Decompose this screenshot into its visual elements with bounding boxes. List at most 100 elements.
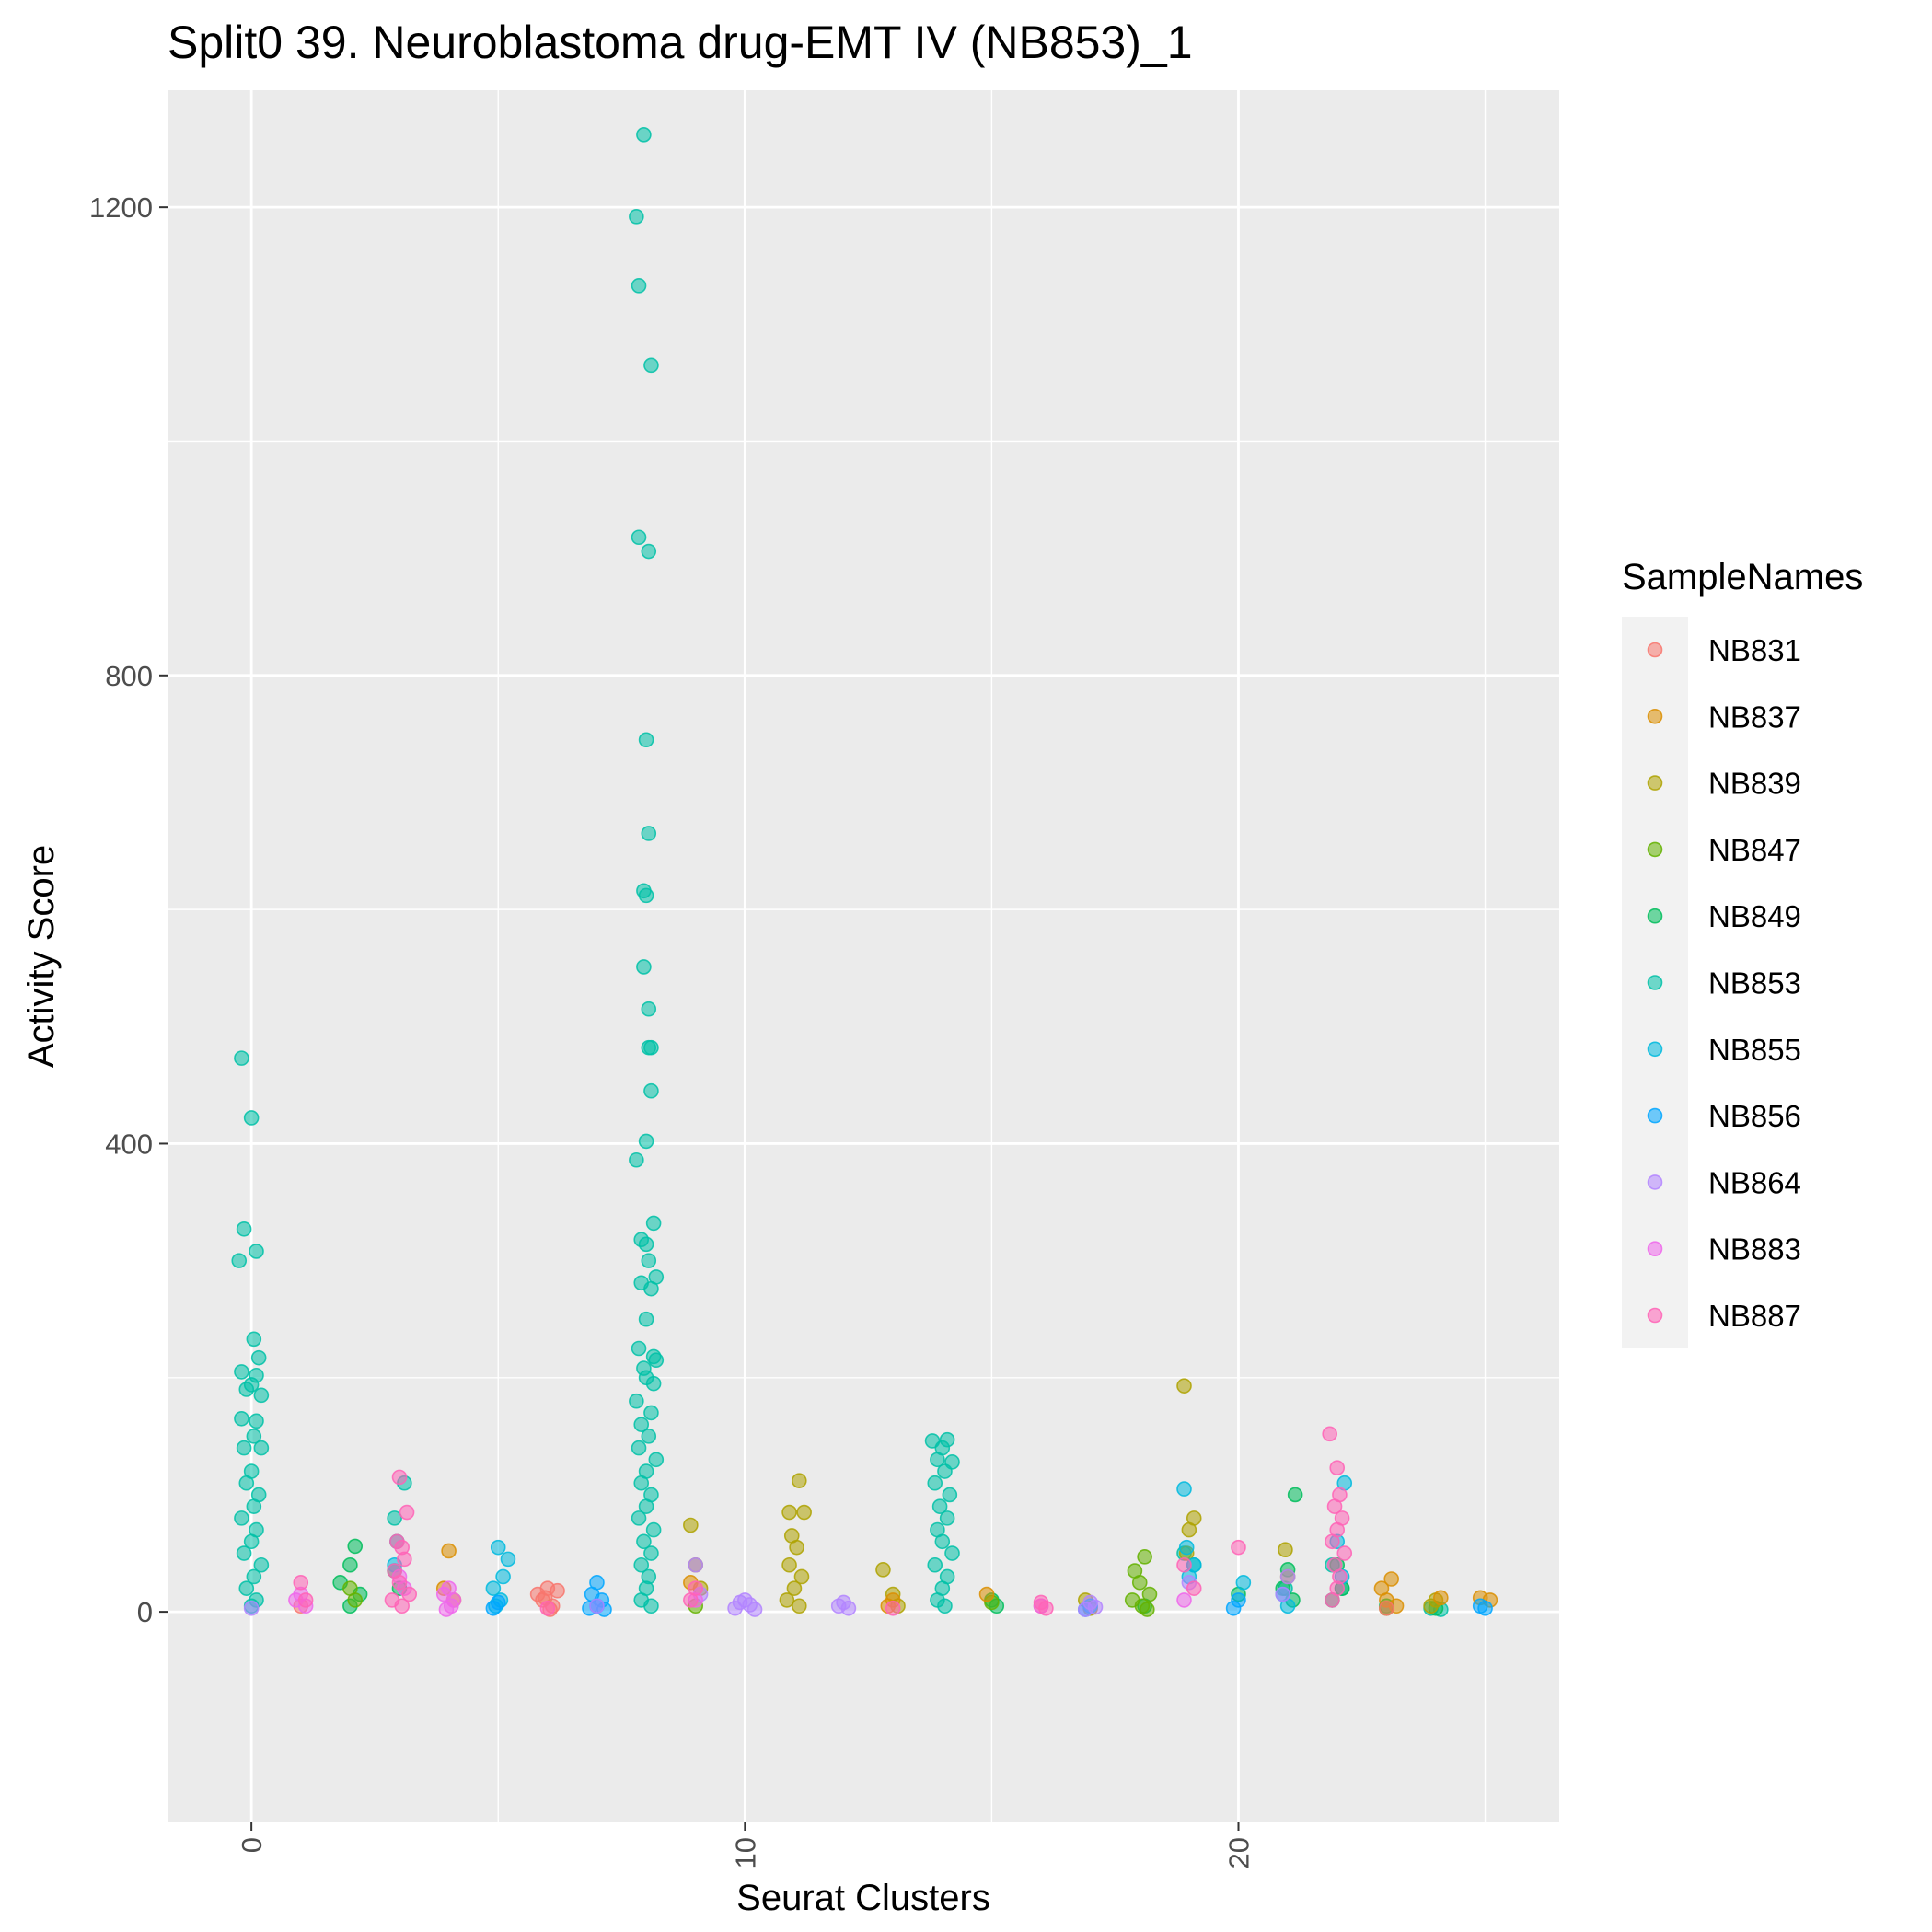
data-point [246, 1429, 262, 1444]
data-point [236, 1221, 252, 1237]
data-point [438, 1602, 455, 1617]
legend-key [1647, 1241, 1663, 1256]
legend-label: NB837 [1708, 700, 1801, 734]
data-point [645, 1521, 662, 1538]
data-point [786, 1580, 803, 1596]
y-axis-title: Activity Score [21, 845, 62, 1068]
legend-label: NB856 [1708, 1099, 1801, 1133]
data-point [1077, 1602, 1093, 1617]
data-point [1433, 1590, 1449, 1606]
data-point [937, 1463, 953, 1479]
data-point [1137, 1549, 1152, 1565]
data-point [1472, 1598, 1488, 1614]
data-point [1322, 1426, 1337, 1442]
legend-key [1647, 642, 1663, 658]
data-point [249, 1244, 264, 1259]
data-point [631, 1440, 647, 1456]
data-point [1186, 1580, 1202, 1596]
data-points [231, 127, 1498, 1617]
data-point [937, 1598, 953, 1614]
data-point [1225, 1600, 1242, 1616]
data-point [978, 1586, 995, 1602]
data-point [796, 1504, 812, 1521]
data-point [347, 1538, 364, 1555]
data-point [840, 1600, 857, 1616]
data-point [629, 1151, 644, 1168]
data-point [631, 1340, 647, 1357]
data-point [1038, 1600, 1054, 1616]
data-point [727, 1600, 743, 1616]
data-point [246, 1498, 262, 1514]
data-point [643, 1082, 659, 1099]
data-point [931, 1498, 948, 1514]
data-point [1423, 1598, 1439, 1614]
data-point [234, 1410, 249, 1427]
data-point [789, 1539, 804, 1556]
data-point [1329, 1460, 1346, 1475]
data-point [243, 1533, 260, 1550]
data-point [234, 1364, 249, 1380]
legend-label: NB887 [1708, 1299, 1801, 1333]
data-point [1141, 1586, 1158, 1602]
data-point [643, 1405, 659, 1421]
data-point [641, 1039, 657, 1056]
data-point [944, 1545, 960, 1561]
legend-key [1647, 775, 1663, 791]
data-point [638, 1311, 654, 1327]
data-point [629, 209, 644, 225]
data-point [1139, 1602, 1155, 1617]
data-point [643, 1545, 659, 1561]
data-point [347, 1592, 364, 1608]
legend-label: NB839 [1708, 767, 1801, 801]
data-point [1231, 1539, 1246, 1556]
data-point [1383, 1571, 1400, 1587]
data-point [643, 1598, 659, 1614]
data-point [648, 1352, 665, 1369]
data-point [791, 1598, 807, 1614]
data-point [387, 1510, 402, 1526]
data-point [930, 1452, 945, 1468]
data-point [394, 1598, 410, 1614]
legend-label: NB864 [1708, 1165, 1801, 1199]
data-point [485, 1580, 502, 1596]
data-point [236, 1440, 252, 1456]
y-tick-label: 400 [105, 1128, 153, 1160]
data-point [243, 1600, 260, 1616]
data-point [238, 1580, 255, 1596]
data-point [641, 543, 657, 560]
data-point [1275, 1586, 1291, 1602]
data-point [927, 1475, 943, 1491]
data-point [253, 1387, 270, 1404]
data-point [236, 1545, 252, 1561]
data-point [1131, 1575, 1148, 1591]
data-point [633, 1417, 650, 1432]
data-point [293, 1575, 309, 1591]
data-point [1176, 1592, 1192, 1608]
legend-label: NB847 [1708, 833, 1801, 867]
data-point [1325, 1533, 1340, 1550]
data-point [636, 1533, 652, 1550]
legend-key [1647, 1307, 1663, 1324]
data-point [1379, 1600, 1394, 1616]
data-point [246, 1331, 262, 1348]
data-point [631, 1510, 647, 1526]
legend-key [1647, 975, 1663, 990]
data-point [781, 1504, 797, 1521]
data-point [500, 1551, 516, 1568]
data-point [253, 1440, 270, 1456]
data-point [638, 1236, 654, 1253]
data-point [243, 1110, 260, 1126]
data-point [875, 1562, 891, 1578]
data-point [399, 1504, 415, 1521]
data-point [1326, 1498, 1343, 1514]
data-point [636, 127, 652, 143]
legend-label: NB849 [1708, 899, 1801, 933]
data-point [645, 1215, 662, 1232]
data-point [234, 1510, 249, 1526]
x-tick-label: 10 [729, 1837, 761, 1868]
legend-key [1647, 1174, 1663, 1190]
data-point [641, 1429, 657, 1444]
data-point [342, 1556, 358, 1573]
data-point [231, 1253, 248, 1268]
